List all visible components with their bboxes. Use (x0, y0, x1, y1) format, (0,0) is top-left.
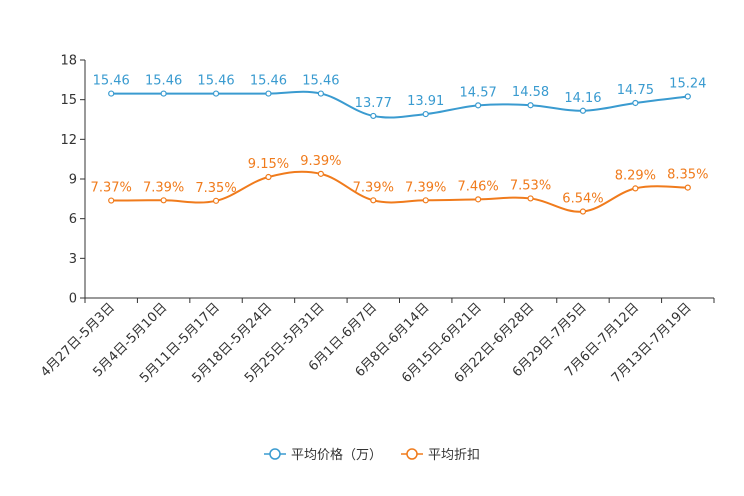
data-label: 7.39% (143, 180, 184, 195)
data-label: 14.57 (460, 85, 497, 100)
legend-item-1[interactable]: 平均折扣 (401, 448, 480, 463)
data-point[interactable] (370, 112, 377, 120)
data-point[interactable] (265, 90, 272, 97)
data-point[interactable] (632, 185, 639, 192)
data-label: 7.53% (510, 178, 551, 193)
data-point[interactable] (579, 107, 587, 114)
data-label: 15.46 (197, 74, 234, 89)
data-point[interactable] (317, 90, 324, 97)
legend-label: 平均折扣 (428, 448, 480, 463)
series-0: 15.46 15.46 15.46 15.46 15.46 13.77 13.91 14.57… (93, 74, 706, 120)
data-point[interactable] (108, 90, 115, 97)
y-tick-label: 9 (69, 173, 77, 188)
data-label: 14.16 (564, 91, 601, 106)
data-label: 14.75 (617, 83, 654, 98)
data-label: 8.29% (615, 168, 656, 183)
legend-item-0[interactable]: 平均价格（万） (264, 447, 382, 463)
y-tick-label: 6 (69, 212, 77, 227)
data-point[interactable] (527, 195, 534, 202)
data-point[interactable] (212, 197, 220, 204)
y-tick-label: 18 (60, 54, 77, 69)
data-point[interactable] (317, 170, 324, 177)
y-tick-label: 15 (60, 93, 77, 108)
data-label: 8.35% (667, 168, 708, 183)
data-label: 15.46 (250, 74, 287, 89)
data-label: 9.15% (248, 157, 289, 172)
data-label: 7.35% (195, 181, 236, 196)
data-point[interactable] (422, 110, 429, 118)
y-tick-label: 0 (69, 292, 77, 307)
legend[interactable]: 平均价格（万） 平均折扣 (264, 447, 480, 463)
data-point[interactable] (160, 197, 167, 204)
data-label: 13.77 (355, 96, 392, 111)
data-label: 6.54% (562, 192, 603, 207)
data-label: 9.39% (300, 154, 341, 169)
data-point[interactable] (684, 93, 691, 100)
data-point[interactable] (475, 102, 482, 109)
legend-marker-icon (406, 448, 418, 460)
legend-label: 平均价格（万） (291, 447, 382, 463)
series-line-1 (111, 170, 688, 213)
data-label: 15.24 (669, 76, 706, 91)
data-label: 7.46% (457, 179, 498, 194)
data-point[interactable] (527, 102, 534, 109)
data-label: 7.39% (405, 180, 446, 195)
data-point[interactable] (370, 197, 377, 204)
series-layer: 15.46 15.46 15.46 15.46 15.46 13.77 13.91 14.57… (91, 74, 708, 215)
series-1: 7.37% 7.39% 7.35% 9.15% 9.39% 7.39% 7.39% 7.46%… (91, 154, 708, 215)
data-point[interactable] (422, 197, 429, 204)
data-point[interactable] (579, 208, 587, 215)
data-point[interactable] (212, 90, 220, 97)
data-point[interactable] (632, 99, 639, 107)
data-point[interactable] (160, 90, 167, 97)
data-label: 7.37% (91, 181, 132, 196)
data-label: 15.46 (145, 74, 182, 89)
data-label: 14.58 (512, 85, 549, 100)
data-label: 7.39% (353, 180, 394, 195)
data-point[interactable] (475, 196, 482, 203)
data-point[interactable] (108, 197, 115, 204)
data-point[interactable] (684, 184, 691, 191)
data-label: 15.46 (302, 74, 339, 89)
y-tick-label: 12 (60, 133, 77, 148)
legend-marker-icon (269, 448, 281, 460)
data-label: 13.91 (407, 94, 444, 109)
data-label: 15.46 (93, 74, 130, 89)
series-line-0 (111, 90, 688, 119)
data-point[interactable] (265, 173, 272, 181)
y-tick-label: 3 (69, 252, 77, 267)
